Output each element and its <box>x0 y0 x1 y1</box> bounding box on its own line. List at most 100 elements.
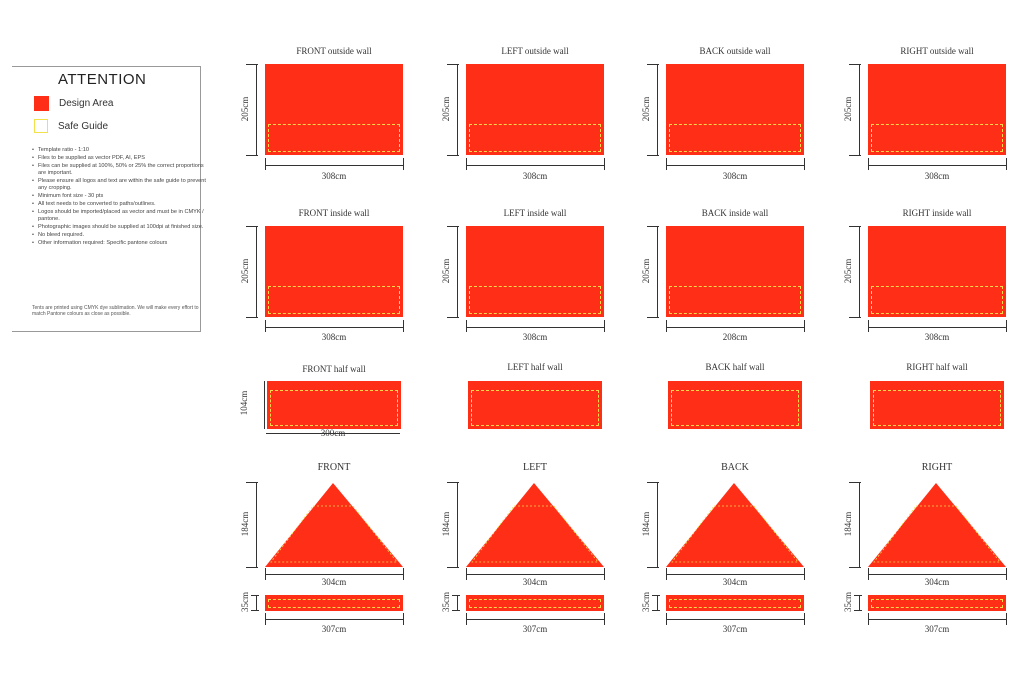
dimension-tick <box>804 320 805 332</box>
dimension-line-vertical <box>457 64 458 155</box>
dimension-tick <box>868 568 869 580</box>
dimension-line-vertical <box>859 64 860 155</box>
dimension-line-vertical <box>859 226 860 317</box>
dimension-tick <box>868 320 869 332</box>
height-dimension: 184cm <box>441 511 451 537</box>
height-dimension: 35cm <box>441 592 451 612</box>
dimension-tick <box>647 482 659 483</box>
dimension-tick <box>452 595 460 596</box>
design-area-swatch <box>34 95 49 111</box>
dimension-line-vertical <box>657 482 658 568</box>
panel-label: LEFT half wall <box>507 362 563 372</box>
width-dimension: 304cm <box>722 577 748 587</box>
dimension-line-horizontal <box>265 165 403 166</box>
dimension-tick <box>265 568 266 580</box>
design-area-panel <box>267 381 401 429</box>
dimension-line-horizontal <box>666 327 804 328</box>
width-dimension: 308cm <box>522 332 548 342</box>
width-dimension: 304cm <box>321 577 347 587</box>
dimension-tick <box>804 613 805 625</box>
panel-label: LEFT <box>523 462 547 473</box>
design-area-panel <box>265 226 403 317</box>
design-area-panel <box>666 226 804 317</box>
safe-guide <box>669 124 801 152</box>
dimension-tick <box>604 568 605 580</box>
safe-guide <box>268 599 400 608</box>
safe-guide <box>469 124 601 152</box>
dimension-line-horizontal <box>666 574 804 575</box>
dimension-tick <box>666 568 667 580</box>
dimension-tick <box>265 613 266 625</box>
note-item: Template ratio - 1:10 <box>32 147 208 154</box>
panel-label: RIGHT <box>921 462 953 473</box>
dimension-tick <box>246 482 258 483</box>
design-area-panel <box>466 595 604 611</box>
dimension-line-vertical <box>657 64 658 155</box>
note-item: All text needs to be converted to paths/… <box>32 201 208 208</box>
safe-guide <box>270 505 398 563</box>
height-dimension: 184cm <box>843 511 853 537</box>
dimension-tick <box>246 64 258 65</box>
panel-label: LEFT inside wall <box>503 208 567 218</box>
safe-guide <box>469 599 601 608</box>
height-dimension: 205cm <box>441 96 451 121</box>
design-area-panel <box>868 64 1006 155</box>
dimension-line-horizontal <box>265 327 403 328</box>
width-dimension: 300cm <box>320 428 346 438</box>
dimension-tick <box>265 320 266 332</box>
dimension-tick <box>647 155 659 156</box>
safe-guide <box>871 286 1003 314</box>
dimension-tick <box>447 64 459 65</box>
height-dimension: 35cm <box>843 592 853 612</box>
footnote: Tents are printed using CMYK dye sublima… <box>32 305 199 317</box>
roof-triangle <box>466 483 604 567</box>
note-item: No bleed required. <box>32 232 208 239</box>
safe-guide <box>471 505 599 563</box>
safe-guide-label: Safe Guide <box>58 120 109 132</box>
design-area-triangle <box>868 483 1006 567</box>
height-dimension: 35cm <box>641 592 651 612</box>
dimension-tick <box>466 568 467 580</box>
dimension-tick <box>251 610 259 611</box>
safe-guide-swatch <box>34 119 48 133</box>
panel-label: BACK inside wall <box>701 208 769 218</box>
note-item: Logos should be imported/placed as vecto… <box>32 209 208 222</box>
dimension-line-vertical <box>256 482 257 568</box>
panel-label: FRONT inside wall <box>298 208 370 218</box>
dimension-tick <box>1006 613 1007 625</box>
design-area-panel <box>668 381 802 429</box>
height-dimension: 205cm <box>843 258 853 283</box>
dimension-tick <box>403 158 404 170</box>
safe-guide <box>671 390 799 426</box>
panel-label: FRONT outside wall <box>296 46 372 56</box>
panel-label: BACK outside wall <box>699 46 771 56</box>
dimension-tick <box>265 158 266 170</box>
dimension-tick <box>666 320 667 332</box>
safe-guide <box>669 599 801 608</box>
width-dimension: 304cm <box>522 577 548 587</box>
design-area-triangle <box>265 483 403 567</box>
dimension-line-vertical <box>256 64 257 155</box>
dimension-tick <box>403 613 404 625</box>
dimension-tick <box>466 320 467 332</box>
dimension-tick <box>447 155 459 156</box>
roof-triangle <box>265 483 403 567</box>
dimension-line-vertical <box>256 226 257 317</box>
note-item: Please ensure all logos and text are wit… <box>32 178 208 191</box>
width-dimension: 308cm <box>522 171 548 181</box>
dimension-tick <box>849 226 861 227</box>
panel-label: RIGHT half wall <box>906 362 968 372</box>
dimension-line-vertical <box>657 226 658 317</box>
safe-guide <box>268 286 400 314</box>
note-item: Minimum font size - 30 pts <box>32 193 208 200</box>
dimension-line-vertical <box>457 482 458 568</box>
dimension-tick <box>604 158 605 170</box>
dimension-line-horizontal <box>466 574 604 575</box>
design-area-triangle <box>666 483 804 567</box>
width-dimension: 308cm <box>722 171 748 181</box>
width-dimension: 308cm <box>321 171 347 181</box>
legend-design-area: Design Area <box>34 95 113 111</box>
dimension-tick <box>466 158 467 170</box>
dimension-line-vertical <box>457 226 458 317</box>
dimension-tick <box>246 155 258 156</box>
